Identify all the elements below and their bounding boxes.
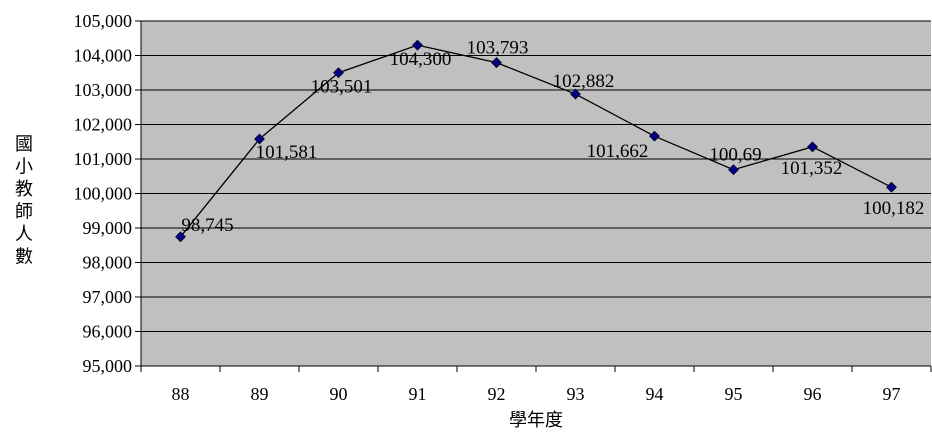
axes bbox=[135, 20, 932, 372]
y-tick-label: 103,000 bbox=[74, 80, 133, 100]
y-axis-label-char: 數 bbox=[15, 247, 33, 268]
x-axis-label: 學年度 bbox=[509, 410, 563, 431]
x-tick-label: 89 bbox=[251, 384, 269, 404]
y-tick-label: 97,000 bbox=[83, 287, 133, 307]
data-label: 103,501 bbox=[311, 77, 373, 98]
x-tick-label: 94 bbox=[646, 384, 664, 404]
x-tick-label: 96 bbox=[804, 384, 822, 404]
y-axis-label-char: 人 bbox=[15, 224, 33, 245]
data-point bbox=[333, 67, 344, 79]
data-markers bbox=[175, 39, 897, 243]
data-point bbox=[886, 181, 897, 193]
y-axis-label-char: 小 bbox=[15, 157, 33, 178]
data-point bbox=[254, 133, 265, 145]
gridlines bbox=[141, 20, 931, 332]
y-axis-label-char: 師 bbox=[15, 202, 33, 223]
y-tick-label: 96,000 bbox=[83, 322, 133, 342]
data-label: 98,745 bbox=[181, 215, 233, 236]
x-tick-label: 90 bbox=[330, 384, 348, 404]
data-label: 101,662 bbox=[587, 141, 649, 162]
x-tick-label: 95 bbox=[725, 384, 743, 404]
data-label: 103,793 bbox=[467, 38, 529, 59]
y-tick-label: 99,000 bbox=[83, 218, 133, 238]
y-tick-label: 101,000 bbox=[74, 149, 133, 169]
y-tick-label: 105,000 bbox=[74, 11, 133, 31]
y-tick-label: 100,000 bbox=[74, 184, 133, 204]
series-line bbox=[179, 44, 892, 238]
data-point bbox=[649, 130, 660, 142]
data-point bbox=[412, 39, 423, 51]
y-tick-label: 95,000 bbox=[83, 356, 133, 376]
y-axis-label-char: 教 bbox=[15, 179, 33, 200]
data-point bbox=[491, 57, 502, 69]
data-point bbox=[175, 231, 186, 243]
data-point bbox=[728, 164, 739, 176]
data-labels: 98,745 101,581 103,501 104,300 103,793 102,88… bbox=[181, 38, 924, 236]
x-tick-labels: 88 89 90 91 92 93 94 95 96 97 bbox=[172, 384, 901, 404]
data-label: 101,581 bbox=[256, 142, 318, 163]
x-tick-label: 93 bbox=[567, 384, 585, 404]
y-tick-label: 98,000 bbox=[83, 253, 133, 273]
x-tick-label: 92 bbox=[488, 384, 506, 404]
y-tick-label: 104,000 bbox=[74, 46, 133, 66]
x-tick-label: 91 bbox=[409, 384, 427, 404]
data-label: 104,300 bbox=[390, 49, 452, 70]
data-label: 102,882 bbox=[553, 71, 615, 92]
data-point bbox=[807, 141, 818, 153]
y-tick-labels: 95,000 96,000 97,000 98,000 99,000 100,000 101… bbox=[74, 11, 133, 376]
x-tick-label: 97 bbox=[883, 384, 901, 404]
y-tick-label: 102,000 bbox=[74, 115, 133, 135]
y-axis-label-char: 國 bbox=[15, 134, 33, 155]
data-label: 101,352 bbox=[781, 158, 843, 179]
data-point bbox=[570, 88, 581, 100]
data-label: 100,182 bbox=[863, 198, 925, 219]
data-label: 100,69 bbox=[709, 145, 761, 166]
x-tick-label: 88 bbox=[172, 384, 190, 404]
